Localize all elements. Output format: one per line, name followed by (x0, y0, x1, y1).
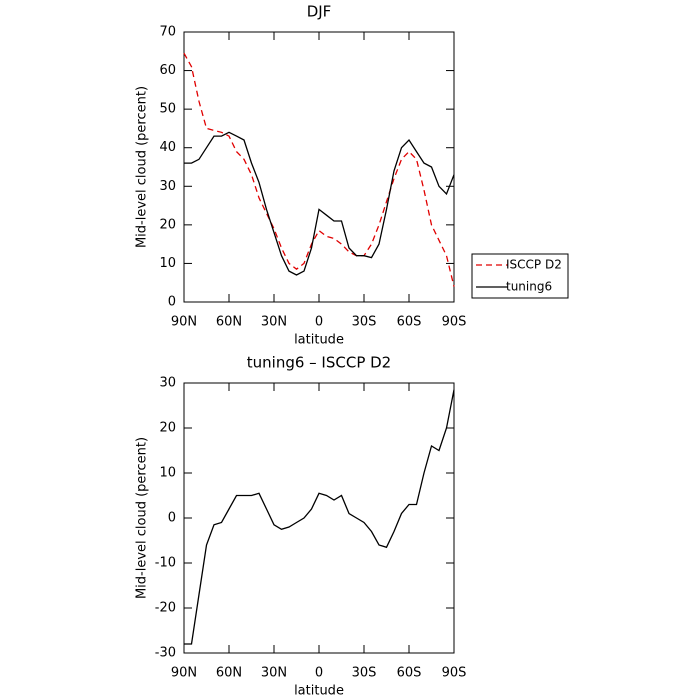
y-tick-label: 50 (159, 102, 176, 117)
y-tick-label: 0 (168, 511, 176, 526)
y-tick-label: 20 (159, 217, 176, 232)
x-tick-label: 30S (352, 315, 377, 330)
plot-frame (183, 31, 455, 303)
y-tick-label: 10 (159, 256, 176, 271)
x-tick-label: 0 (315, 315, 323, 330)
x-tick-label: 60S (397, 666, 422, 681)
data-line (184, 389, 455, 645)
data-line (183, 52, 455, 287)
legend-label: tuning6 (506, 280, 552, 294)
x-tick-label: 60N (216, 666, 242, 681)
x-tick-label: 30N (261, 315, 287, 330)
x-tick-label: 90N (171, 315, 197, 330)
x-tick-label: 0 (315, 666, 323, 681)
y-tick-label: 20 (159, 421, 176, 436)
x-tick-label: 60S (397, 315, 422, 330)
y-tick-label: 40 (159, 140, 176, 155)
y-tick-label: 30 (159, 376, 176, 391)
y-axis-label: Mid-level cloud (percent) (135, 86, 150, 248)
x-tick-label: 90N (171, 666, 197, 681)
x-tick-label: 90S (442, 666, 467, 681)
x-tick-label: 30S (352, 666, 377, 681)
chart-title: tuning6 – ISCCP D2 (247, 354, 391, 372)
x-tick-label: 90S (442, 315, 467, 330)
chart-title: DJF (307, 3, 332, 21)
x-tick-label: 30N (261, 666, 287, 681)
y-tick-label: -10 (155, 556, 176, 571)
y-tick-label: 0 (168, 295, 176, 310)
y-tick-label: 10 (159, 466, 176, 481)
y-tick-label: 60 (159, 63, 176, 78)
legend-box (471, 253, 569, 299)
x-axis-label: latitude (294, 684, 344, 699)
y-tick-label: 30 (159, 179, 176, 194)
x-axis-label: latitude (294, 333, 344, 348)
y-tick-label: 70 (159, 25, 176, 40)
legend-label: ISCCP D2 (506, 258, 562, 272)
y-tick-label: -30 (155, 646, 176, 661)
x-tick-label: 60N (216, 315, 242, 330)
data-line (184, 131, 455, 276)
y-tick-label: -20 (155, 601, 176, 616)
y-axis-label: Mid-level cloud (percent) (135, 437, 150, 599)
